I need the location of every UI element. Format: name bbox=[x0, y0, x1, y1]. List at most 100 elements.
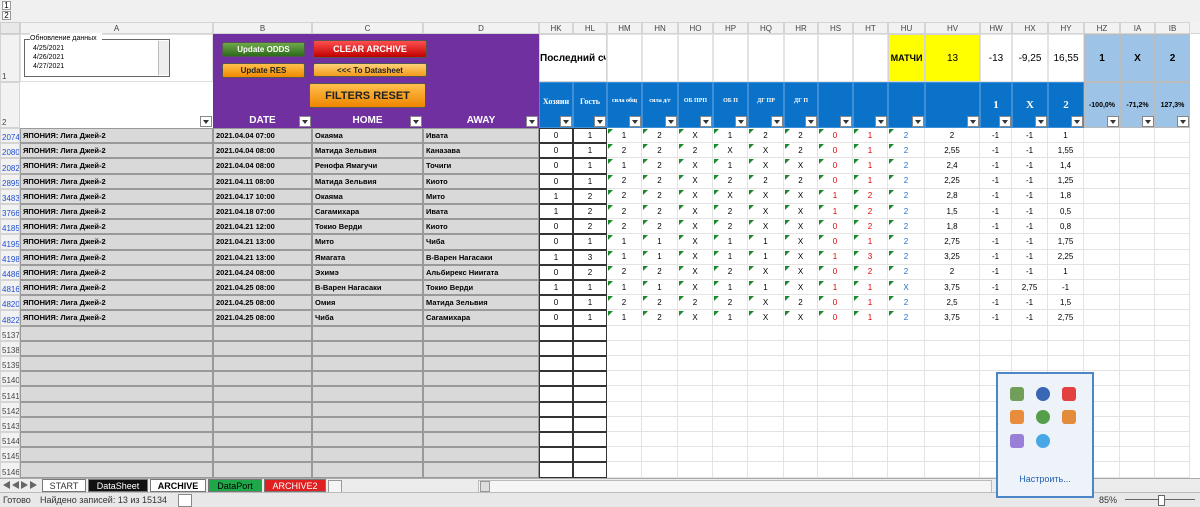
cell[interactable]: 1 bbox=[713, 128, 748, 144]
cell[interactable] bbox=[607, 416, 642, 432]
column-header[interactable]: IB bbox=[1155, 22, 1190, 34]
cell[interactable]: 0 bbox=[539, 128, 573, 144]
cell[interactable] bbox=[980, 356, 1012, 372]
cell[interactable]: 2 bbox=[888, 264, 925, 280]
sheet-tab[interactable]: DataPort bbox=[208, 479, 262, 492]
cell[interactable] bbox=[748, 432, 784, 448]
sheet-tab[interactable]: START bbox=[42, 479, 86, 492]
cell[interactable]: -1 bbox=[980, 204, 1012, 220]
cell[interactable]: 2 bbox=[678, 143, 713, 159]
cell[interactable]: -1 bbox=[1012, 204, 1048, 220]
listbox-item[interactable]: 4/25/2021 bbox=[33, 45, 65, 52]
cell[interactable] bbox=[539, 447, 573, 463]
cell[interactable]: 2 bbox=[573, 219, 607, 235]
cell[interactable]: ЯПОНИЯ: Лига Джей-2 bbox=[20, 128, 213, 144]
cell[interactable] bbox=[713, 340, 748, 356]
cell[interactable]: X bbox=[678, 310, 713, 326]
cell[interactable]: 2 bbox=[888, 234, 925, 250]
cell[interactable]: X bbox=[784, 234, 818, 250]
cell[interactable] bbox=[853, 371, 888, 387]
cell[interactable]: 2 bbox=[642, 219, 678, 235]
cell[interactable]: X bbox=[678, 234, 713, 250]
cell[interactable] bbox=[573, 340, 607, 356]
cell[interactable]: 0 bbox=[818, 219, 853, 235]
cell[interactable]: 1 bbox=[1048, 128, 1084, 144]
cell[interactable] bbox=[20, 340, 213, 356]
cell[interactable]: X bbox=[784, 188, 818, 204]
cell[interactable] bbox=[573, 356, 607, 372]
cell[interactable] bbox=[853, 401, 888, 417]
column-header[interactable]: D bbox=[423, 22, 539, 34]
cell[interactable]: 1,75 bbox=[1048, 234, 1084, 250]
column-header[interactable]: IA bbox=[1120, 22, 1155, 34]
cell[interactable]: 0 bbox=[818, 173, 853, 189]
cell[interactable]: 1,5 bbox=[925, 204, 980, 220]
cell[interactable]: 2021.04.21 12:00 bbox=[213, 219, 312, 235]
cell[interactable]: X bbox=[748, 219, 784, 235]
cell[interactable]: X bbox=[748, 158, 784, 174]
cell[interactable]: 1 bbox=[573, 295, 607, 311]
cell[interactable] bbox=[925, 432, 980, 448]
cell[interactable]: В-Варен Нагасаки bbox=[312, 280, 423, 296]
cell[interactable]: -1 bbox=[1012, 249, 1048, 265]
cell[interactable]: 0,5 bbox=[1048, 204, 1084, 220]
macro-icon[interactable] bbox=[178, 494, 192, 507]
cell[interactable] bbox=[312, 371, 423, 387]
cell[interactable]: Матида Зельвия bbox=[423, 295, 539, 311]
cell[interactable]: 0 bbox=[539, 143, 573, 159]
sheet-tab[interactable]: ARCHIVE2 bbox=[264, 479, 326, 492]
cell[interactable] bbox=[818, 386, 853, 402]
cell[interactable]: 0 bbox=[539, 219, 573, 235]
cell[interactable]: -1 bbox=[980, 310, 1012, 326]
cell[interactable] bbox=[607, 371, 642, 387]
cell[interactable]: ЯПОНИЯ: Лига Джей-2 bbox=[20, 234, 213, 250]
cell[interactable] bbox=[1155, 325, 1190, 341]
clear-archive-button[interactable]: CLEAR ARCHIVE bbox=[313, 40, 427, 58]
tray-icon[interactable] bbox=[1036, 410, 1050, 424]
cell[interactable]: -1 bbox=[1012, 310, 1048, 326]
cell[interactable] bbox=[784, 340, 818, 356]
cell[interactable] bbox=[888, 416, 925, 432]
cell[interactable]: 1 bbox=[853, 173, 888, 189]
cell[interactable] bbox=[573, 432, 607, 448]
cell[interactable]: X bbox=[784, 280, 818, 296]
cell[interactable] bbox=[213, 371, 312, 387]
cell[interactable]: X bbox=[748, 295, 784, 311]
cell[interactable] bbox=[1120, 401, 1155, 417]
row-header[interactable]: 4195 bbox=[0, 234, 20, 250]
cell[interactable]: 2 bbox=[748, 173, 784, 189]
cell[interactable] bbox=[925, 462, 980, 478]
cell[interactable] bbox=[853, 447, 888, 463]
cell[interactable]: -1 bbox=[1012, 128, 1048, 144]
cell[interactable]: X bbox=[713, 143, 748, 159]
cell[interactable]: 1 bbox=[713, 280, 748, 296]
cell[interactable]: X bbox=[748, 188, 784, 204]
cell[interactable]: 0 bbox=[539, 295, 573, 311]
cell[interactable] bbox=[925, 416, 980, 432]
cell[interactable] bbox=[678, 401, 713, 417]
cell[interactable] bbox=[713, 371, 748, 387]
cell[interactable]: 1 bbox=[573, 310, 607, 326]
update-odds-button[interactable]: Update ODDS bbox=[222, 42, 305, 57]
cell[interactable]: 1 bbox=[853, 143, 888, 159]
cell[interactable]: 2021.04.25 08:00 bbox=[213, 310, 312, 326]
cell[interactable]: 1,8 bbox=[1048, 188, 1084, 204]
cell[interactable] bbox=[980, 325, 1012, 341]
cell[interactable]: 2 bbox=[713, 264, 748, 280]
cell[interactable] bbox=[539, 325, 573, 341]
cell[interactable] bbox=[784, 386, 818, 402]
cell[interactable]: 1 bbox=[853, 310, 888, 326]
cell[interactable] bbox=[853, 340, 888, 356]
cell[interactable]: ЯПОНИЯ: Лига Джей-2 bbox=[20, 219, 213, 235]
cell[interactable]: 1 bbox=[818, 280, 853, 296]
cell[interactable] bbox=[20, 432, 213, 448]
cell[interactable]: 2 bbox=[853, 204, 888, 220]
cell[interactable] bbox=[1012, 356, 1048, 372]
row-header[interactable]: 2 bbox=[0, 82, 20, 128]
cell[interactable]: ЯПОНИЯ: Лига Джей-2 bbox=[20, 264, 213, 280]
cell[interactable]: ЯПОНИЯ: Лига Джей-2 bbox=[20, 173, 213, 189]
cell[interactable]: Окаяма bbox=[312, 128, 423, 144]
cell[interactable] bbox=[1084, 432, 1120, 448]
cell[interactable] bbox=[573, 447, 607, 463]
row-header[interactable]: 2082 bbox=[0, 158, 20, 174]
